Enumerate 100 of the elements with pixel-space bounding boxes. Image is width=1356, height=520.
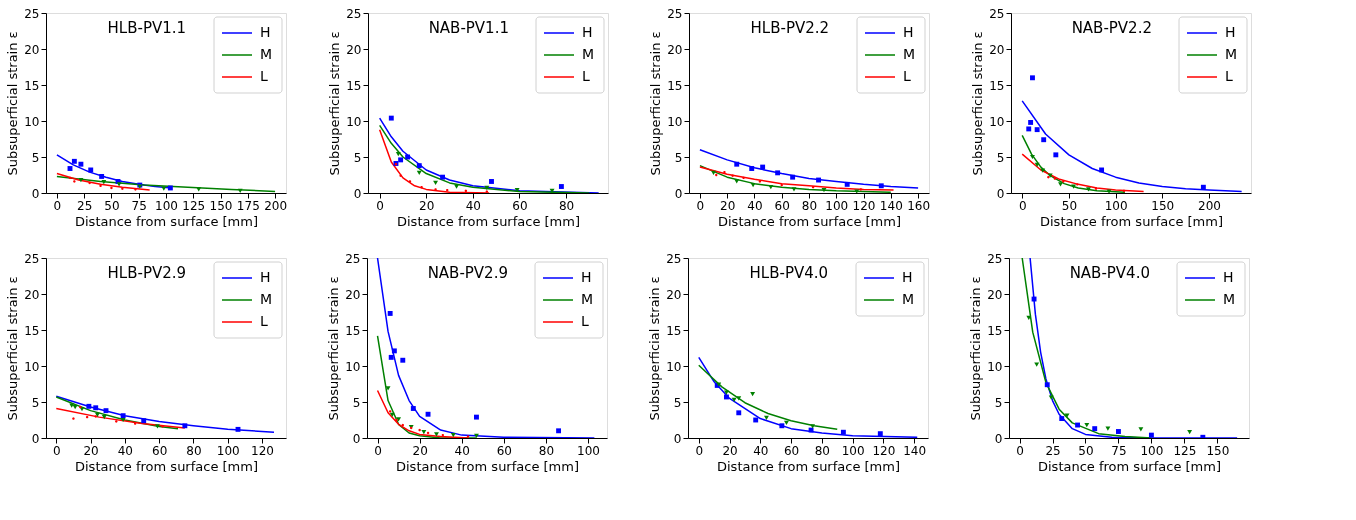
y-tick-label: 15: [346, 78, 362, 93]
y-axis-title: Subsuperficial strain ε: [326, 276, 342, 421]
point: [110, 186, 113, 190]
point: [121, 187, 124, 190]
point: [1084, 422, 1090, 428]
point: [237, 188, 243, 193]
y-tick-label: 0: [996, 186, 1005, 201]
legend-label: H: [902, 269, 913, 285]
point: [196, 187, 202, 192]
y-axis-title: Subsuperficial strain ε: [970, 31, 986, 176]
legend-label: L: [260, 68, 268, 84]
point: [779, 423, 785, 429]
point: [434, 432, 439, 437]
point: [1092, 426, 1098, 432]
x-tick-label: 40: [465, 198, 481, 213]
x-tick-label: 100: [1140, 443, 1164, 458]
point: [425, 411, 431, 417]
x-tick-label: 125: [1173, 443, 1197, 458]
point: [1058, 182, 1063, 187]
point: [391, 348, 397, 354]
x-tick-label: 100: [155, 198, 178, 213]
point: [421, 430, 427, 435]
point: [877, 431, 883, 437]
legend-label: M: [581, 291, 594, 307]
x-tick-label: 0: [376, 198, 384, 213]
legend-label: H: [903, 24, 914, 40]
point: [101, 180, 107, 185]
point: [723, 170, 726, 174]
point: [749, 166, 755, 171]
x-tick-label: 200: [264, 198, 288, 213]
x-tick-label: 150: [1151, 198, 1175, 213]
x-tick-label: 80: [801, 198, 818, 213]
y-tick-label: 0: [352, 431, 361, 446]
point: [775, 170, 781, 176]
line-series: [376, 258, 596, 438]
x-tick-label: 40: [753, 443, 769, 458]
line-series: [1021, 100, 1243, 193]
x-tick-label: 60: [496, 443, 512, 458]
point: [161, 425, 164, 428]
point: [399, 174, 402, 177]
x-tick-label: 20: [83, 443, 99, 458]
point: [1071, 184, 1077, 189]
x-tick-label: 75: [1111, 443, 1127, 458]
x-tick-label: 40: [454, 443, 470, 458]
point: [711, 170, 716, 175]
line-series: [378, 128, 490, 193]
x-tick-label: 60: [774, 198, 790, 213]
point: [1030, 154, 1035, 160]
y-axis-title: Subsuperficial strain ε: [647, 276, 663, 421]
y-tick-label: 25: [666, 251, 682, 266]
x-tick-label: 75: [131, 198, 147, 213]
y-tick-label: 20: [667, 42, 683, 57]
y-tick-label: 15: [987, 323, 1003, 338]
x-tick-label: 140: [903, 443, 927, 458]
point: [1086, 187, 1091, 192]
y-tick-label: 10: [667, 114, 683, 129]
point: [514, 188, 520, 193]
x-tick-label: 120: [872, 443, 896, 458]
x-tick-label: 80: [538, 443, 555, 458]
point: [387, 310, 393, 316]
y-tick-label: 20: [989, 42, 1005, 57]
x-axis-title: Distance from surface [mm]: [716, 458, 901, 474]
line-series: [55, 395, 275, 433]
point: [485, 190, 489, 193]
point: [134, 188, 137, 191]
point: [840, 429, 846, 435]
point: [161, 186, 167, 191]
x-tick-label: 0: [52, 443, 61, 458]
point: [859, 188, 863, 191]
point: [433, 180, 439, 186]
point: [750, 182, 756, 188]
x-tick-label: 0: [374, 443, 382, 458]
x-tick-label: 60: [152, 443, 168, 458]
x-tick-label: 160: [907, 198, 931, 213]
y-tick-label: 20: [666, 287, 682, 302]
x-tick-label: 140: [879, 198, 903, 213]
y-tick-label: 5: [994, 395, 1003, 410]
point: [73, 180, 76, 183]
point: [395, 418, 398, 422]
point: [86, 403, 92, 409]
x-tick-label: 0: [53, 198, 62, 213]
point: [1059, 416, 1065, 422]
y-tick-label: 10: [987, 359, 1003, 374]
y-tick-label: 25: [24, 251, 40, 266]
line-series: [699, 149, 919, 189]
x-axis-title: Distance from surface [mm]: [395, 458, 580, 474]
point: [99, 173, 105, 179]
chart-title: NAB-PV2.9: [427, 264, 508, 282]
y-tick-label: 0: [31, 431, 40, 446]
x-axis-title: Distance from surface [mm]: [1039, 213, 1224, 229]
x-tick-label: 175: [236, 198, 260, 213]
line-series: [56, 172, 151, 191]
point: [182, 423, 188, 429]
y-tick-label: 25: [987, 251, 1003, 266]
y-axis-title: Subsuperficial strain ε: [968, 276, 984, 421]
x-tick-label: 120: [852, 198, 876, 213]
legend-label: L: [260, 313, 268, 329]
line-series: [55, 396, 179, 430]
x-tick-label: 40: [747, 198, 763, 213]
point: [101, 415, 107, 420]
